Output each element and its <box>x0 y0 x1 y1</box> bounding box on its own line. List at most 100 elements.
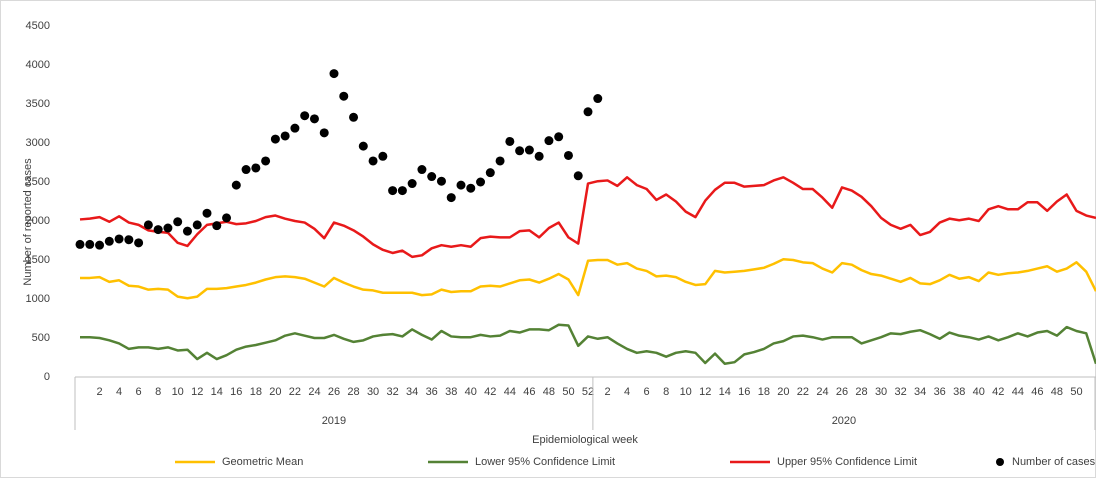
data-point <box>534 151 544 161</box>
data-point <box>339 91 349 101</box>
y-tick-label: 2000 <box>26 215 50 227</box>
x-tick-label: 20 <box>269 386 281 398</box>
x-tick-label: 4 <box>116 386 122 398</box>
y-tick-label: 3000 <box>26 137 50 149</box>
data-point <box>544 136 554 146</box>
x-tick-label: 40 <box>973 386 985 398</box>
data-point <box>163 223 173 233</box>
data-point <box>388 186 398 196</box>
data-point <box>153 225 163 235</box>
x-tick-label: 16 <box>230 386 242 398</box>
data-point <box>222 213 232 223</box>
data-point <box>417 165 427 175</box>
x-tick-label: 46 <box>1031 386 1043 398</box>
x-tick-label: 32 <box>894 386 906 398</box>
x-tick-label: 14 <box>719 386 731 398</box>
legend-label: Upper 95% Confidence Limit <box>777 456 917 468</box>
x-tick-label: 22 <box>797 386 809 398</box>
legend-label: Number of cases in 2019 and 2020 <box>1012 456 1096 468</box>
x-tick-label: 42 <box>992 386 1004 398</box>
x-tick-label: 16 <box>738 386 750 398</box>
group-label: 2019 <box>322 415 346 427</box>
data-point <box>446 193 456 203</box>
x-tick-label: 32 <box>386 386 398 398</box>
x-tick-label: 46 <box>523 386 535 398</box>
data-point <box>368 156 378 166</box>
series-line <box>80 323 1096 365</box>
series-line <box>79 176 1096 259</box>
x-tick-label: 48 <box>543 386 555 398</box>
x-tick-label: 50 <box>1070 386 1082 398</box>
x-tick-label: 40 <box>465 386 477 398</box>
x-tick-label: 10 <box>680 386 692 398</box>
x-tick-label: 26 <box>328 386 340 398</box>
data-point <box>173 217 183 227</box>
data-point <box>505 136 515 146</box>
data-point <box>349 112 359 122</box>
legend-marker <box>996 458 1004 466</box>
x-tick-label: 42 <box>484 386 496 398</box>
data-point <box>309 114 319 124</box>
y-tick-label: 1500 <box>26 254 50 266</box>
data-point <box>593 94 603 104</box>
data-point <box>563 150 573 160</box>
data-point <box>212 221 222 231</box>
data-point <box>427 172 437 182</box>
x-tick-label: 24 <box>308 386 320 398</box>
x-tick-label: 4 <box>624 386 630 398</box>
x-tick-label: 36 <box>426 386 438 398</box>
data-point <box>495 156 505 166</box>
group-label: 2020 <box>832 415 856 427</box>
data-point <box>573 171 583 181</box>
data-point <box>270 134 280 144</box>
x-tick-label: 10 <box>172 386 184 398</box>
data-point <box>524 145 534 155</box>
x-tick-label: 18 <box>758 386 770 398</box>
y-tick-label: 0 <box>44 371 50 383</box>
y-tick-label: 2500 <box>26 176 50 188</box>
x-tick-label: 8 <box>663 386 669 398</box>
data-point <box>280 131 290 141</box>
y-tick-label: 4000 <box>26 59 50 71</box>
data-point <box>124 235 134 245</box>
data-point <box>456 180 466 190</box>
x-tick-label: 50 <box>562 386 574 398</box>
x-tick-label: 12 <box>699 386 711 398</box>
x-tick-label: 6 <box>136 386 142 398</box>
x-tick-label: 34 <box>406 386 418 398</box>
x-tick-label: 28 <box>347 386 359 398</box>
x-tick-label: 14 <box>211 386 223 398</box>
data-point <box>182 226 192 236</box>
x-tick-label: 2 <box>604 386 610 398</box>
data-point <box>300 111 310 121</box>
data-point <box>583 107 593 117</box>
data-point <box>85 239 95 249</box>
data-point <box>290 123 300 133</box>
data-point <box>554 132 564 142</box>
x-tick-label: 22 <box>289 386 301 398</box>
data-point <box>95 240 105 250</box>
x-tick-label: 2 <box>96 386 102 398</box>
data-point <box>515 146 525 156</box>
x-tick-label: 36 <box>934 386 946 398</box>
data-point <box>104 236 114 246</box>
x-tick-label: 52 <box>582 386 594 398</box>
legend-label: Geometric Mean <box>222 456 303 468</box>
data-point <box>261 156 271 166</box>
x-tick-label: 24 <box>816 386 828 398</box>
series-line <box>80 257 1096 300</box>
data-point <box>407 179 417 189</box>
x-tick-label: 48 <box>1051 386 1063 398</box>
legend-label: Lower 95% Confidence Limit <box>475 456 615 468</box>
x-tick-label: 12 <box>191 386 203 398</box>
y-tick-label: 4500 <box>26 20 50 32</box>
x-tick-label: 44 <box>1012 386 1024 398</box>
data-point <box>192 220 202 230</box>
data-point <box>75 239 85 249</box>
y-tick-label: 3500 <box>26 98 50 110</box>
x-tick-label: 28 <box>855 386 867 398</box>
x-tick-label: 6 <box>644 386 650 398</box>
y-tick-label: 1000 <box>26 293 50 305</box>
